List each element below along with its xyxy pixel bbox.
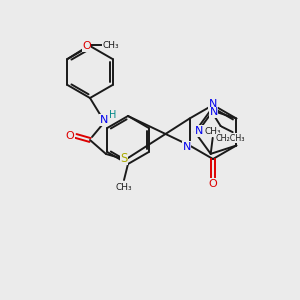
Text: N: N	[209, 107, 218, 117]
Text: CH₃: CH₃	[116, 182, 132, 191]
Text: N: N	[182, 142, 191, 152]
Text: N: N	[100, 115, 108, 125]
Text: CH₃: CH₃	[204, 127, 221, 136]
Text: O: O	[82, 41, 91, 51]
Text: O: O	[66, 131, 74, 141]
Text: S: S	[120, 152, 128, 164]
Text: H: H	[109, 110, 117, 120]
Text: O: O	[208, 179, 217, 189]
Text: N: N	[195, 126, 203, 136]
Text: N: N	[209, 99, 217, 109]
Text: CH₂CH₃: CH₂CH₃	[216, 134, 245, 143]
Text: CH₃: CH₃	[102, 40, 119, 50]
